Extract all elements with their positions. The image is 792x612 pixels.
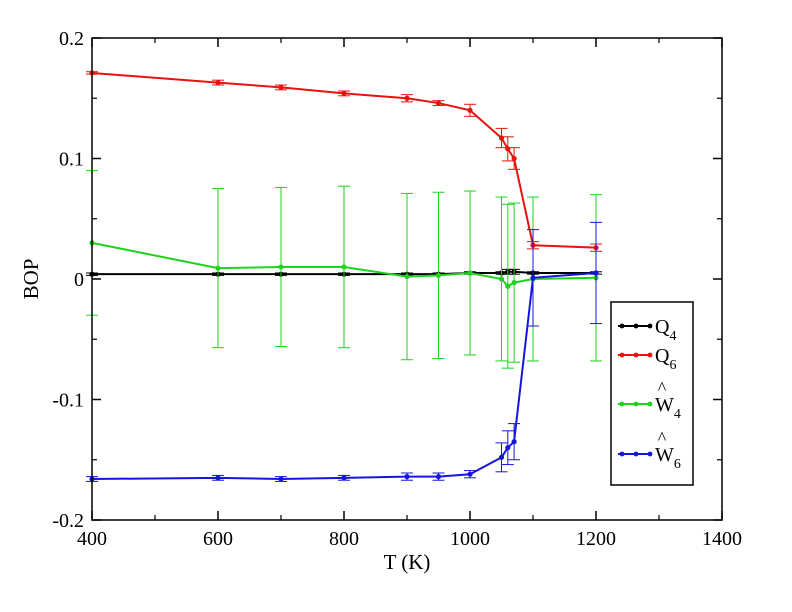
series-w6 [86, 221, 602, 482]
legend-hat-accent: ^ [658, 428, 667, 448]
legend-label-main: W [655, 444, 674, 466]
y-tick-label: -0.1 [52, 390, 84, 412]
series-layer [86, 70, 602, 482]
legend-label: Q4 [655, 316, 676, 344]
data-point [505, 283, 511, 289]
data-point [467, 471, 473, 477]
x-tick-label: 400 [77, 528, 107, 550]
legend-label-subscript: 6 [674, 457, 681, 472]
legend-label: W4 [655, 394, 681, 422]
legend-marker [647, 323, 653, 329]
legend-marker [619, 451, 625, 457]
data-point [467, 107, 473, 113]
legend-marker [633, 352, 639, 358]
data-point [404, 474, 410, 480]
data-point [215, 79, 221, 86]
x-axis-title: T (K) [384, 550, 431, 574]
y-tick-label: 0.2 [59, 28, 84, 50]
legend-label: W6 [655, 444, 681, 472]
x-tick-label: 800 [329, 528, 359, 550]
legend-marker [647, 451, 653, 457]
data-point [404, 95, 410, 101]
legend-label-main: Q [655, 316, 670, 338]
data-point [435, 100, 442, 106]
data-point [511, 439, 517, 445]
data-point [505, 146, 511, 152]
legend-item-w4: W4^ [618, 378, 681, 422]
legend-marker [619, 401, 625, 407]
legend-label: Q6 [655, 345, 676, 373]
x-tick-label: 1400 [702, 528, 742, 550]
data-point [498, 276, 505, 282]
series-line [91, 271, 597, 481]
data-point [278, 264, 284, 270]
legend-label-main: W [655, 394, 674, 416]
legend-marker [647, 352, 653, 358]
data-point [511, 280, 517, 286]
x-tick-label: 1200 [576, 528, 616, 550]
series-line [91, 71, 597, 249]
data-point [278, 476, 284, 482]
series-line [91, 241, 597, 288]
legend-marker [647, 401, 653, 407]
legend-marker [619, 323, 625, 329]
data-point [467, 270, 473, 276]
legend-label-main: Q [655, 345, 670, 367]
data-point [215, 265, 221, 271]
data-point [341, 475, 347, 481]
legend-marker [633, 451, 639, 457]
data-point [498, 135, 505, 141]
data-point [530, 275, 536, 281]
legend-item-w6: W6^ [618, 428, 681, 472]
y-tick-label: 0.1 [59, 149, 84, 171]
data-point [435, 474, 442, 480]
legend-marker [619, 352, 625, 358]
data-point [593, 270, 599, 276]
data-point [498, 454, 505, 460]
data-point [215, 475, 221, 481]
data-point [278, 84, 284, 91]
legend-label-subscript: 6 [669, 358, 676, 373]
axis-ticks: 400 600 800 1000 1200 1400 -0.2 -0.1 0 0.1 0.2 [52, 28, 742, 550]
data-point [341, 264, 347, 270]
legend-marker [633, 323, 639, 329]
legend-item-q6: Q6 [618, 345, 676, 373]
data-point [511, 155, 517, 162]
x-tick-label: 1000 [450, 528, 490, 550]
series-w4 [86, 170, 602, 369]
x-tick-label: 600 [203, 528, 233, 550]
legend-item-q4: Q4 [618, 316, 676, 344]
legend-hat-accent: ^ [658, 378, 667, 398]
legend-label-subscript: 4 [669, 329, 676, 344]
y-axis-title: BOP [19, 259, 43, 300]
data-point [404, 273, 410, 280]
y-tick-label: 0 [74, 269, 84, 291]
legend-marker [633, 401, 639, 407]
data-point [341, 90, 347, 97]
legend-label-subscript: 4 [674, 407, 681, 422]
data-point [435, 272, 442, 278]
series-q6 [86, 70, 602, 252]
data-point [505, 445, 511, 451]
y-tick-label: -0.2 [52, 510, 84, 532]
